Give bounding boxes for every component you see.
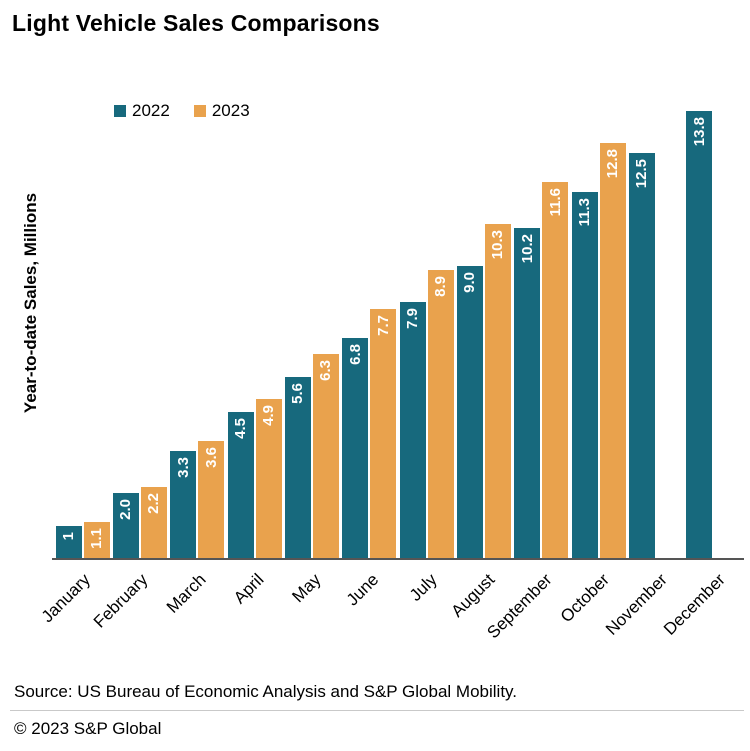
chart-title: Light Vehicle Sales Comparisons <box>12 10 380 36</box>
bar-value-label: 11.6 <box>546 188 564 217</box>
bar-group-april: 4.5 4.9 <box>226 45 283 558</box>
bar-group-july: 7.9 8.9 <box>398 45 455 558</box>
bar-value-label: 7.7 <box>374 315 392 336</box>
bar-2023-july: 8.9 <box>427 270 454 558</box>
bar-2023-june: 7.7 <box>370 309 397 558</box>
x-axis-label-march: March <box>162 570 210 617</box>
copyright-note: © 2023 S&P Global <box>10 710 744 739</box>
bar-value-label: 12.5 <box>633 159 651 189</box>
bar-value-label: 1.1 <box>88 528 106 549</box>
bar-2023-april: 4.9 <box>255 399 282 558</box>
bar-2022-april: 4.5 <box>227 412 254 558</box>
bar-value-label: 9.0 <box>461 272 479 293</box>
bar-value-label: 1 <box>60 532 78 541</box>
x-axis-label-august: August <box>447 570 498 621</box>
bar-group-january: 1 1.1 <box>54 45 111 558</box>
bar-value-label: 5.6 <box>289 383 307 404</box>
bar-2022-march: 3.3 <box>170 451 197 558</box>
legend-swatch-2022 <box>114 105 126 117</box>
bar-value-label: 8.9 <box>432 276 450 297</box>
bar-value-label: 13.8 <box>690 117 708 147</box>
x-axis-label-may: May <box>288 570 325 607</box>
bar-value-label: 4.9 <box>260 405 278 426</box>
bar-value-label: 2.2 <box>145 493 163 514</box>
x-axis-label-june: June <box>343 570 383 610</box>
bar-group-february: 2.0 2.2 <box>111 45 168 558</box>
bar-value-label: 3.3 <box>174 457 192 478</box>
legend-item-2022: 2022 <box>114 101 170 121</box>
bar-group-june: 6.8 7.7 <box>341 45 398 558</box>
bar-value-label: 6.3 <box>317 360 335 381</box>
bar-value-label: 10.2 <box>518 234 536 264</box>
x-axis-label-february: February <box>90 570 152 632</box>
x-axis-label-april: April <box>229 570 268 608</box>
y-axis-title: Year-to-date Sales, Millions <box>21 192 40 413</box>
bar-2022-december: 13.8 <box>686 111 713 558</box>
bar-2022-may: 5.6 <box>284 377 311 558</box>
bar-2023-february: 2.2 <box>140 487 167 558</box>
bar-2022-september: 10.2 <box>514 228 541 558</box>
bar-group-september: 10.2 11.6 <box>513 45 570 558</box>
bar-2023-may: 6.3 <box>312 354 339 558</box>
bar-2022-january: 1 <box>55 526 82 558</box>
bar-2023-september: 11.6 <box>542 182 569 558</box>
bar-2022-july: 7.9 <box>399 302 426 558</box>
source-note: Source: US Bureau of Economic Analysis a… <box>14 682 518 701</box>
x-axis-labels: January February March April May June July Augu… <box>38 560 744 674</box>
bar-group-december: 13.8 <box>685 45 742 558</box>
bar-value-label: 6.8 <box>346 344 364 365</box>
bar-value-label: 12.8 <box>604 149 622 179</box>
bar-2022-february: 2.0 <box>112 493 139 558</box>
bar-value-label: 11.3 <box>576 198 594 227</box>
x-axis-label-july: July <box>405 570 441 605</box>
x-axis-label-november: November <box>602 570 671 639</box>
plot-area: 2022 2023 1 1.1 2.0 2.2 3.3 3.6 4.5 4.9 5.6 6.3 6.8… <box>52 45 744 560</box>
bar-value-label: 4.5 <box>232 418 250 439</box>
bar-2022-august: 9.0 <box>456 266 483 558</box>
bar-group-august: 9.0 10.3 <box>455 45 512 558</box>
bar-2022-june: 6.8 <box>342 338 369 558</box>
x-axis-label-october: October <box>557 570 614 627</box>
bar-group-november: 12.5 <box>627 45 684 558</box>
y-axis: Year-to-date Sales, Millions <box>10 45 52 560</box>
legend-label: 2022 <box>132 101 170 120</box>
bar-value-label: 10.3 <box>489 230 507 260</box>
bar-value-label: 2.0 <box>117 499 135 520</box>
x-axis-label-december: December <box>659 570 729 639</box>
bar-2023-october: 12.8 <box>599 143 626 558</box>
bar-2023-august: 10.3 <box>484 224 511 558</box>
bar-2022-october: 11.3 <box>571 192 598 558</box>
legend-swatch-2023 <box>193 105 206 117</box>
plot-column: 2022 2023 1 1.1 2.0 2.2 3.3 3.6 4.5 4.9 5.6 6.3 6.8… <box>38 45 744 674</box>
bar-2023-january: 1.1 <box>83 522 110 558</box>
bar-value-label: 7.9 <box>404 308 422 329</box>
bar-group-may: 5.6 6.3 <box>283 45 340 558</box>
x-axis-label-january: January <box>38 570 95 627</box>
legend: 2022 2023 <box>114 101 250 121</box>
bar-2023-march: 3.6 <box>198 441 225 558</box>
bar-group-october: 11.3 12.8 <box>570 45 627 558</box>
bar-2022-november: 12.5 <box>628 153 655 558</box>
bar-value-label: 3.6 <box>202 447 220 468</box>
legend-item-2023: 2023 <box>193 101 250 121</box>
legend-label: 2023 <box>211 101 250 120</box>
bar-group-march: 3.3 3.6 <box>169 45 226 558</box>
